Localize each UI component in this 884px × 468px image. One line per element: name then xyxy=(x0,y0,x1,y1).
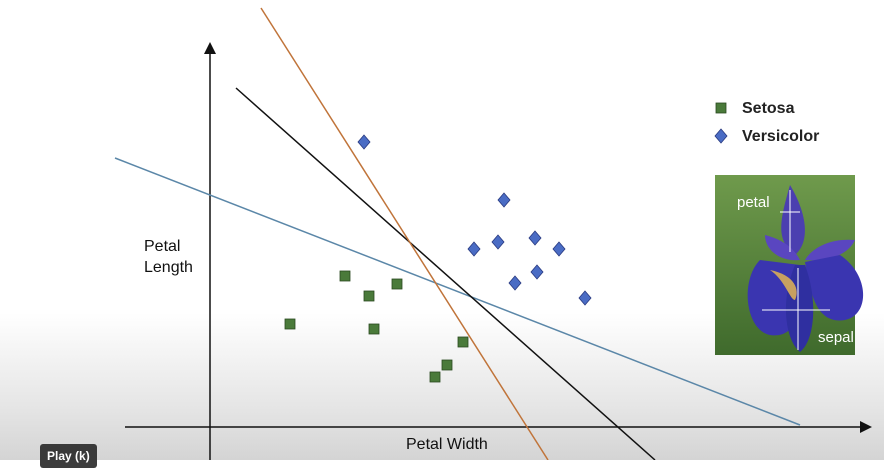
image-label: petal xyxy=(737,194,770,211)
point xyxy=(457,336,469,348)
point xyxy=(391,278,403,290)
point xyxy=(491,234,505,250)
iris-photo: petal sepal xyxy=(715,175,864,355)
boundary-line xyxy=(235,87,656,460)
point xyxy=(363,290,375,302)
legend-label: Setosa xyxy=(742,100,795,117)
boundary-line xyxy=(114,157,801,426)
point xyxy=(552,241,566,257)
legend-swatch xyxy=(714,128,728,144)
boundary-line xyxy=(260,7,549,460)
legend-label: Versicolor xyxy=(742,128,819,145)
point xyxy=(508,275,522,291)
point xyxy=(284,318,296,330)
point xyxy=(357,134,371,150)
x-axis-label: Petal Width xyxy=(406,436,488,453)
image-label: sepal xyxy=(818,329,854,346)
point xyxy=(339,270,351,282)
point xyxy=(467,241,481,257)
legend-swatch xyxy=(715,102,727,114)
point xyxy=(528,230,542,246)
point xyxy=(368,323,380,335)
point xyxy=(429,371,441,383)
point xyxy=(441,359,453,371)
point xyxy=(497,192,511,208)
point xyxy=(578,290,592,306)
play-tooltip: Play (k) xyxy=(40,444,97,468)
y-axis-label: Petal Length xyxy=(144,238,193,276)
point xyxy=(530,264,544,280)
